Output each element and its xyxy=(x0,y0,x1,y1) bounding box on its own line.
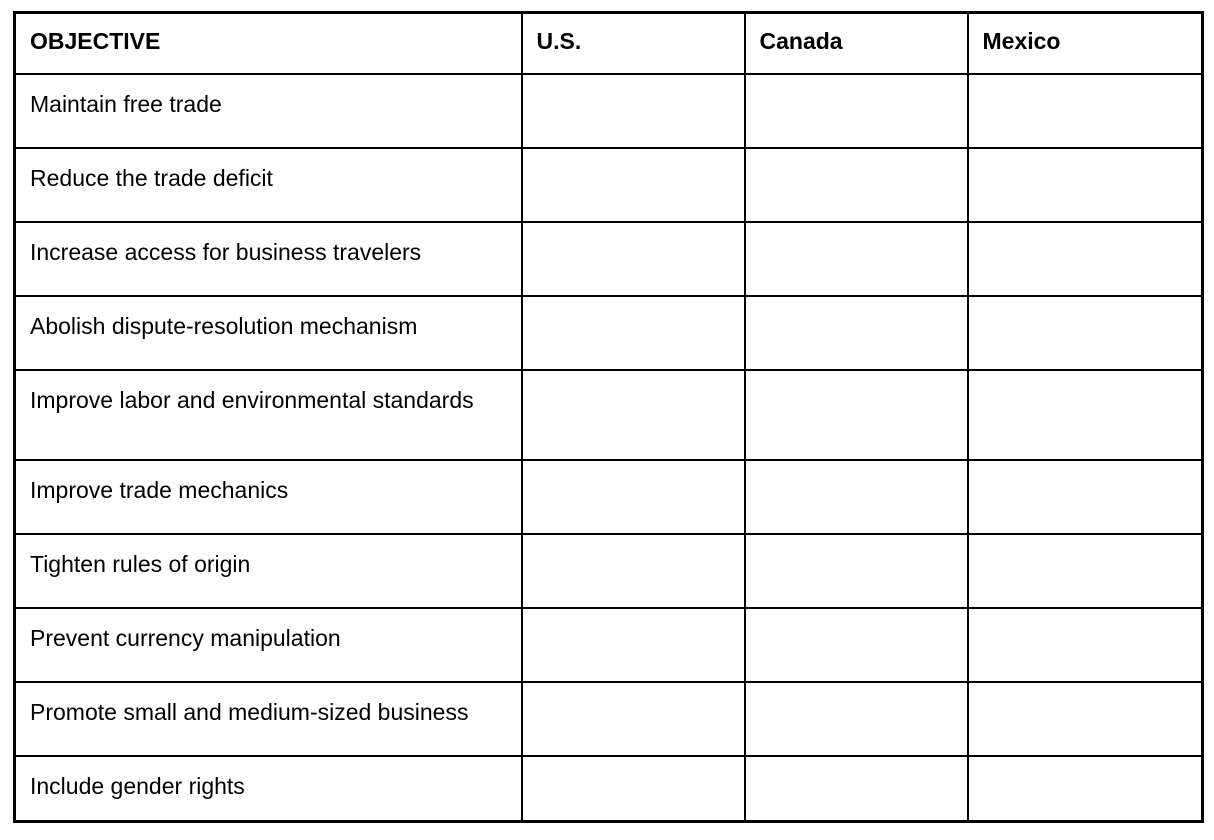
canada-cell xyxy=(743,680,969,757)
canada-cell xyxy=(743,220,969,297)
table-row: Reduce the trade deficit xyxy=(13,146,1204,223)
us-cell xyxy=(520,146,746,223)
us-cell xyxy=(520,72,746,149)
column-header-mexico: Mexico xyxy=(966,11,1204,75)
objective-cell: Abolish dispute-resolution mechanism xyxy=(13,294,523,371)
us-cell xyxy=(520,754,746,823)
mexico-cell xyxy=(966,754,1204,823)
mexico-cell xyxy=(966,680,1204,757)
table-row: Include gender rights xyxy=(13,754,1204,823)
mexico-cell xyxy=(966,368,1204,461)
table-body: Maintain free trade Reduce the trade def… xyxy=(13,72,1204,823)
table-row: Abolish dispute-resolution mechanism xyxy=(13,294,1204,371)
objective-cell: Tighten rules of origin xyxy=(13,532,523,609)
table-row: Increase access for business travelers xyxy=(13,220,1204,297)
column-header-canada: Canada xyxy=(743,11,969,75)
mexico-cell xyxy=(966,606,1204,683)
canada-cell xyxy=(743,754,969,823)
canada-cell xyxy=(743,146,969,223)
objective-cell: Include gender rights xyxy=(13,754,523,823)
column-header-us: U.S. xyxy=(520,11,746,75)
us-cell xyxy=(520,294,746,371)
canada-cell xyxy=(743,606,969,683)
objective-cell: Improve labor and environmental standard… xyxy=(13,368,523,461)
objective-cell: Maintain free trade xyxy=(13,72,523,149)
column-header-objective: OBJECTIVE xyxy=(13,11,523,75)
header-row: OBJECTIVE U.S. Canada Mexico xyxy=(13,11,1204,75)
table-header: OBJECTIVE U.S. Canada Mexico xyxy=(13,11,1204,75)
canada-cell xyxy=(743,532,969,609)
canada-cell xyxy=(743,294,969,371)
table-row: Improve trade mechanics xyxy=(13,458,1204,535)
us-cell xyxy=(520,458,746,535)
mexico-cell xyxy=(966,72,1204,149)
table-row: Improve labor and environmental standard… xyxy=(13,368,1204,461)
canada-cell xyxy=(743,368,969,461)
objective-cell: Prevent currency manipulation xyxy=(13,606,523,683)
us-cell xyxy=(520,680,746,757)
us-cell xyxy=(520,532,746,609)
table-row: Tighten rules of origin xyxy=(13,532,1204,609)
objectives-comparison-table: OBJECTIVE U.S. Canada Mexico Maintain fr… xyxy=(13,11,1204,823)
mexico-cell xyxy=(966,220,1204,297)
mexico-cell xyxy=(966,294,1204,371)
objective-cell: Increase access for business travelers xyxy=(13,220,523,297)
canada-cell xyxy=(743,72,969,149)
mexico-cell xyxy=(966,532,1204,609)
table-row: Promote small and medium-sized business xyxy=(13,680,1204,757)
us-cell xyxy=(520,220,746,297)
table-row: Maintain free trade xyxy=(13,72,1204,149)
mexico-cell xyxy=(966,458,1204,535)
table-row: Prevent currency manipulation xyxy=(13,606,1204,683)
us-cell xyxy=(520,606,746,683)
objective-cell: Promote small and medium-sized business xyxy=(13,680,523,757)
mexico-cell xyxy=(966,146,1204,223)
us-cell xyxy=(520,368,746,461)
objective-cell: Improve trade mechanics xyxy=(13,458,523,535)
canada-cell xyxy=(743,458,969,535)
objective-cell: Reduce the trade deficit xyxy=(13,146,523,223)
